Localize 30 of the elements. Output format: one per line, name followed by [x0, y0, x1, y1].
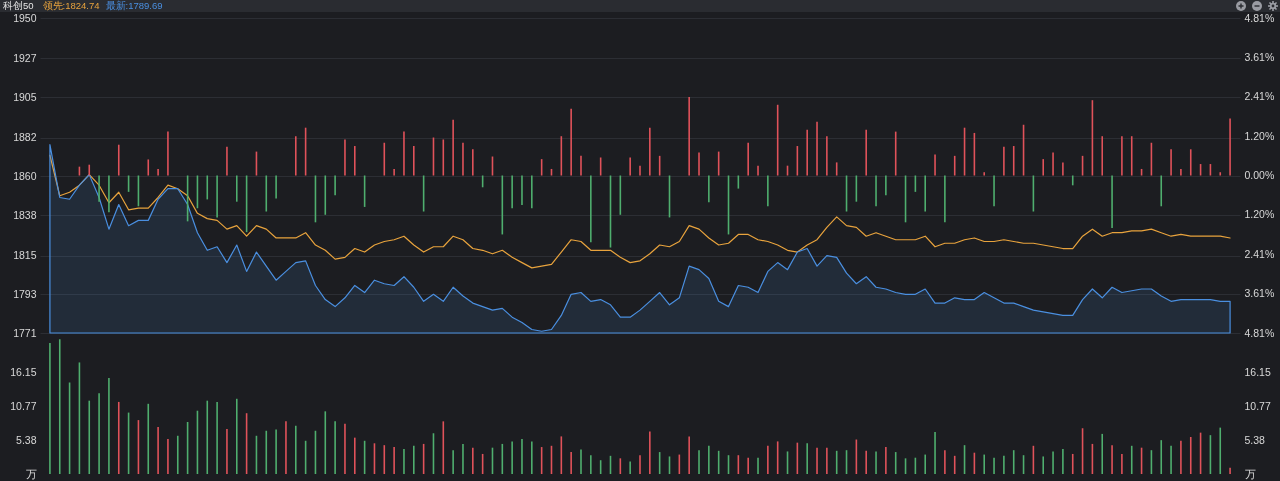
- y-tick-label: 1905: [13, 90, 37, 103]
- y2-tick-label: 3.61%: [1244, 287, 1275, 300]
- chart-title: 科创50: [3, 0, 34, 11]
- y2-tick-label: 5.38: [1244, 433, 1266, 446]
- y2-tick-label: 1.20%: [1244, 129, 1275, 142]
- y-tick-label: 5.38: [16, 433, 37, 446]
- y-tick-label: 1950: [13, 11, 37, 24]
- y-tick-label: 1815: [13, 249, 37, 262]
- y2-tick-label: 万: [1244, 467, 1256, 480]
- text: 领先:1824.74: [42, 0, 100, 11]
- y-tick-label: 16.15: [10, 366, 37, 379]
- y2-tick-label: 10.77: [1244, 400, 1271, 412]
- y2-tick-label: 0.00%: [1244, 169, 1275, 181]
- y-tick-label: 1793: [13, 287, 37, 300]
- text: 最新:1789.69: [105, 0, 163, 11]
- y-tick-label: 1860: [13, 169, 37, 182]
- y2-tick-label: 2.41%: [1244, 247, 1275, 260]
- y2-tick-label: 3.61%: [1244, 50, 1275, 63]
- y2-tick-label: 4.81%: [1244, 326, 1275, 339]
- y2-tick-label: 16.15: [1244, 366, 1271, 379]
- line-series: [49, 154, 1231, 269]
- y-tick-label: 1838: [13, 208, 37, 221]
- y-tick-label: 1927: [13, 51, 37, 64]
- y-tick-label: 万: [25, 467, 37, 480]
- y-tick-label: 1882: [13, 131, 37, 144]
- y-tick-label: 1771: [13, 326, 37, 339]
- y2-tick-label: 4.81%: [1244, 11, 1275, 24]
- y2-tick-label: 1.20%: [1244, 208, 1275, 221]
- y-tick-label: 10.77: [10, 400, 37, 412]
- y2-tick-label: 2.41%: [1244, 90, 1275, 103]
